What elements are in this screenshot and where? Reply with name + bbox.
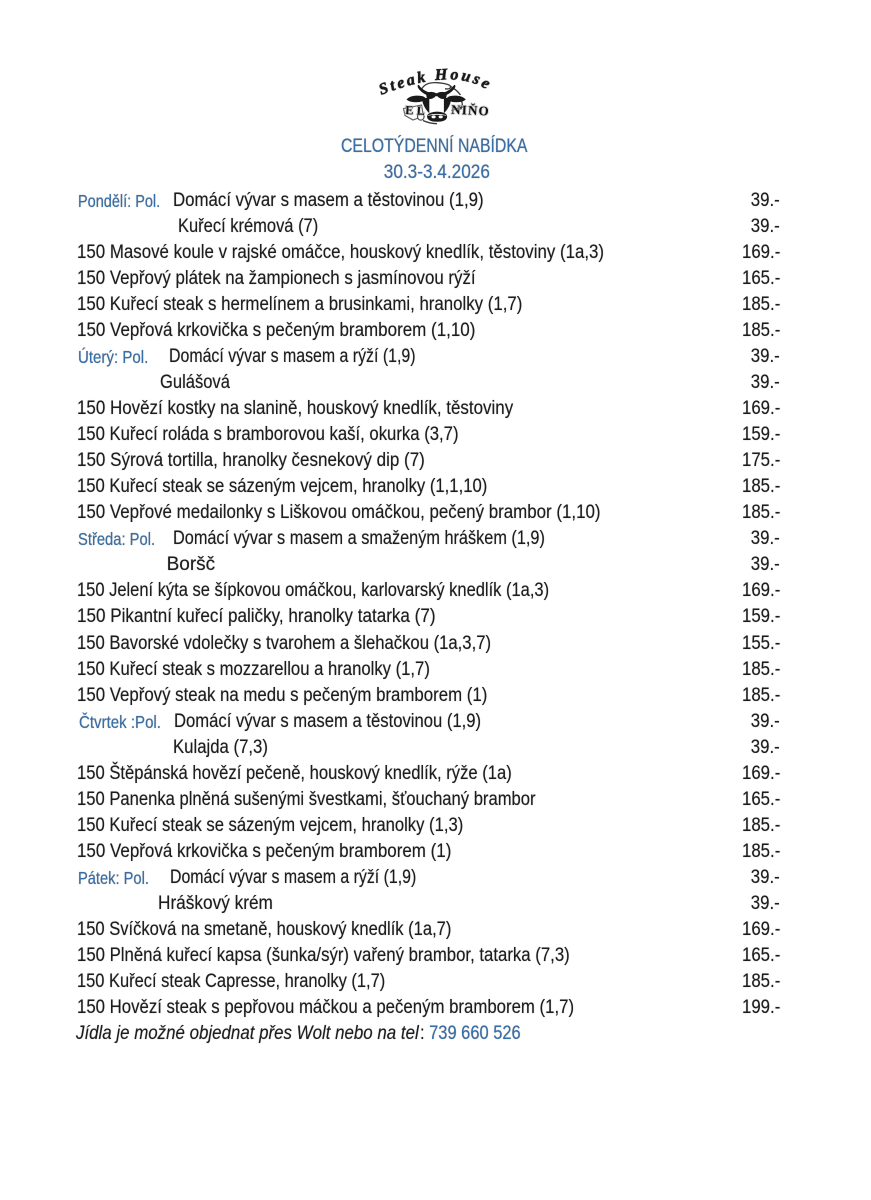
svg-text:NIŇO: NIŇO (451, 102, 490, 119)
svg-text:EL: EL (405, 103, 428, 118)
